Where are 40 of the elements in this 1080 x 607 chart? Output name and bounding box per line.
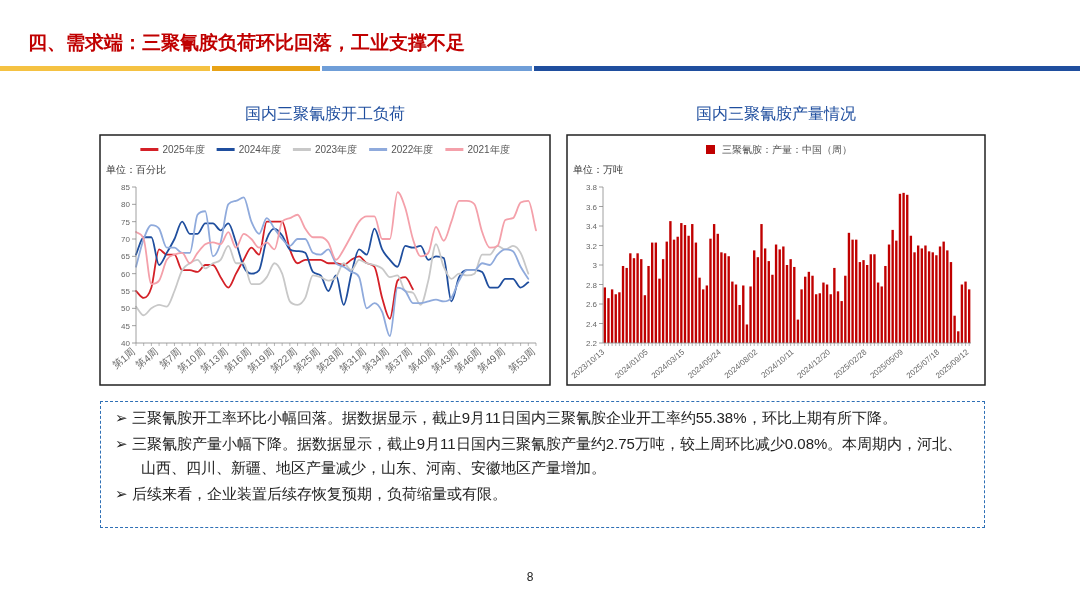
legend-label: 2022年度 bbox=[391, 144, 434, 155]
y-tick-label: 60 bbox=[121, 269, 131, 279]
y-tick-label: 65 bbox=[121, 252, 131, 262]
text: 8 bbox=[525, 570, 535, 584]
line-series bbox=[135, 220, 530, 306]
y-tick-label: 3.6 bbox=[585, 202, 598, 212]
y-tick-label: 3.8 bbox=[585, 183, 598, 192]
y-tick-label: 2.6 bbox=[585, 300, 598, 309]
y-tick-label: 50 bbox=[121, 304, 131, 314]
y-tick-label: 55 bbox=[121, 287, 131, 296]
chart-title: 国内三聚氰胺开工负荷 bbox=[245, 105, 405, 122]
line-series bbox=[135, 220, 414, 320]
y-axis-title: 单位：万吨 bbox=[573, 164, 623, 175]
text: 四、需求端：三聚氰胺负荷环比回落，工业支撑不足 bbox=[28, 31, 465, 55]
y-tick-label: 85 bbox=[121, 183, 131, 192]
line-series bbox=[135, 196, 530, 337]
y-tick-label: 70 bbox=[121, 235, 131, 244]
y-tick-label: 3.2 bbox=[585, 241, 598, 251]
y-tick-label: 75 bbox=[121, 217, 131, 227]
y-tick-label: 45 bbox=[121, 321, 131, 331]
x-tick-label: 第53周 bbox=[506, 346, 538, 375]
y-tick-label: 3.4 bbox=[585, 222, 598, 231]
y-axis-title: 单位：百分比 bbox=[106, 164, 166, 175]
y-tick-label: 2.8 bbox=[585, 280, 598, 290]
text: ➢ 三聚氰胺开工率环比小幅回落。据数据显示，截止9月11日国内三聚氰胺企业开工率约55.38%，环比上期有所下降。 bbox=[115, 408, 898, 428]
text: ➢ 三聚氰胺产量小幅下降。据数据显示，截止9月11日国内三聚氰胺产量约2.75万吨，较上周环比减少0.08%。本周期内，河北、山西、四川、新疆、地区产量减少，山东、河南、安徽地区产量增加。 bbox=[115, 434, 964, 478]
y-tick-label: 3 bbox=[592, 261, 598, 270]
legend-label: 2024年度 bbox=[238, 144, 281, 155]
y-tick-label: 2.4 bbox=[585, 319, 598, 329]
legend-label: 2025年度 bbox=[162, 144, 205, 155]
legend-label: 2023年度 bbox=[314, 144, 358, 155]
legend-label: 2021年度 bbox=[467, 144, 510, 155]
y-tick-label: 40 bbox=[121, 339, 131, 348]
chart-title: 国内三聚氰胺产量情况 bbox=[696, 105, 856, 122]
legend-label: 三聚氰胺：产量：中国（周） bbox=[722, 144, 852, 155]
y-tick-label: 80 bbox=[121, 200, 131, 210]
text: ➢ 后续来看，企业装置后续存恢复预期，负荷缩量或有限。 bbox=[115, 484, 508, 504]
line-series bbox=[135, 191, 537, 285]
line-series bbox=[135, 243, 530, 317]
y-tick-label: 2.2 bbox=[585, 339, 598, 348]
